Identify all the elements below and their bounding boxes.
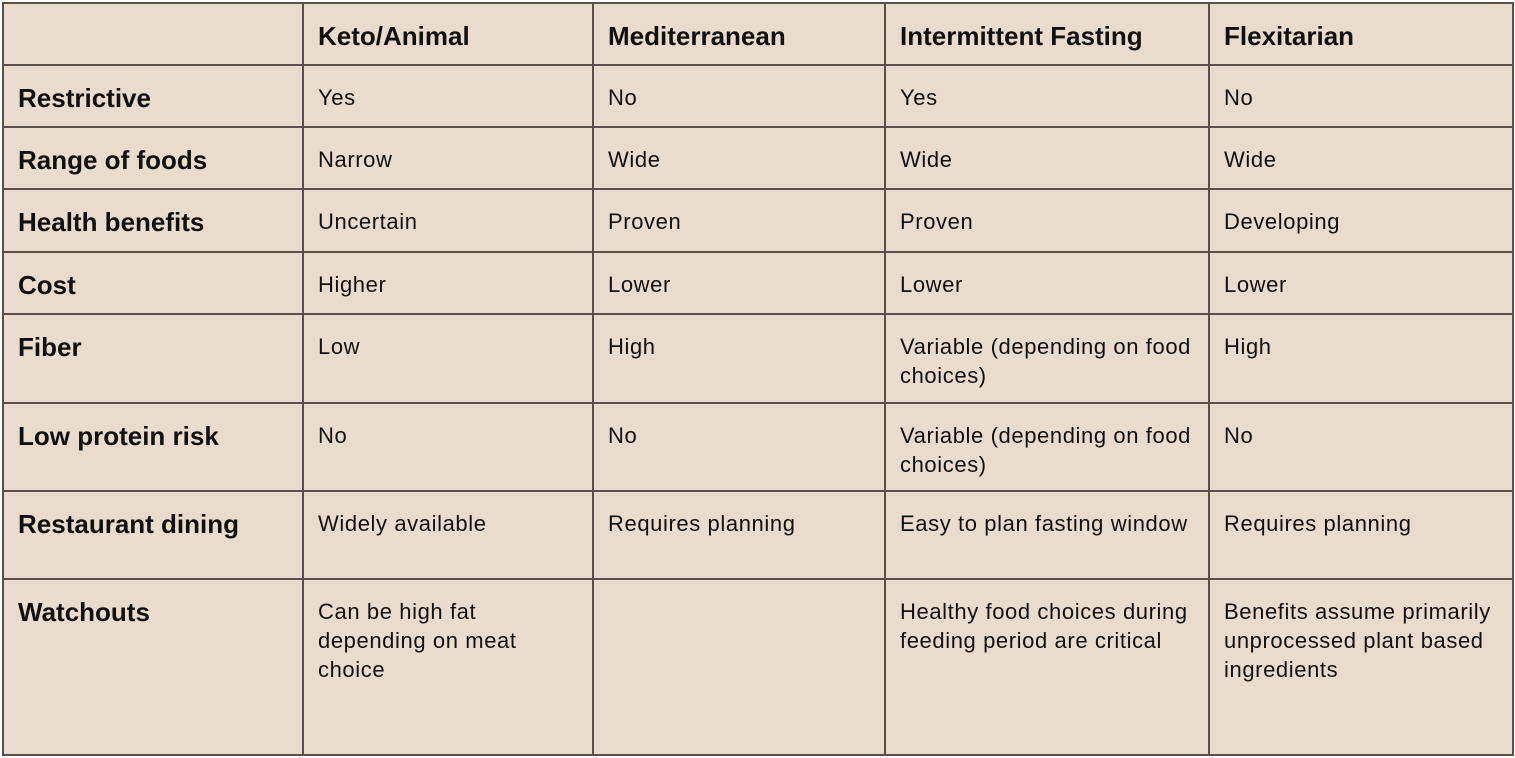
table-cell: Variable (depending on food choices) <box>884 402 1210 492</box>
table-cell: No <box>592 64 886 128</box>
table-cell: High <box>1208 313 1514 404</box>
table-row: Low protein risk No No Variable (dependi… <box>2 402 1514 492</box>
table-cell: No <box>302 402 594 492</box>
row-label-watchouts: Watchouts <box>2 578 304 756</box>
table-cell: No <box>592 402 886 492</box>
table-row: Health benefits Uncertain Proven Proven … <box>2 188 1514 253</box>
row-label-health-benefits: Health benefits <box>2 188 304 253</box>
table-cell: Requires planning <box>592 490 886 580</box>
table-cell: Easy to plan fasting window <box>884 490 1210 580</box>
table-cell: High <box>592 313 886 404</box>
table-cell: Proven <box>592 188 886 253</box>
table-cell: Benefits assume primarily unprocessed pl… <box>1208 578 1514 756</box>
table-cell: Widely available <box>302 490 594 580</box>
table-cell: Requires planning <box>1208 490 1514 580</box>
corner-cell <box>2 2 304 66</box>
row-label-restaurant-dining: Restaurant dining <box>2 490 304 580</box>
row-label-range-of-foods: Range of foods <box>2 126 304 190</box>
table-row: Restaurant dining Widely available Requi… <box>2 490 1514 580</box>
table-row: Restrictive Yes No Yes No <box>2 64 1514 128</box>
table-cell: Uncertain <box>302 188 594 253</box>
row-label-low-protein-risk: Low protein risk <box>2 402 304 492</box>
table-cell: Yes <box>302 64 594 128</box>
table-cell: Can be high fat depending on meat choice <box>302 578 594 756</box>
table-cell <box>592 578 886 756</box>
column-header-intermittent-fasting: Intermittent Fasting <box>884 2 1210 66</box>
table-cell: Higher <box>302 251 594 315</box>
table-cell: Wide <box>592 126 886 190</box>
column-header-flexitarian: Flexitarian <box>1208 2 1514 66</box>
table-cell: Variable (depending on food choices) <box>884 313 1210 404</box>
table-cell: No <box>1208 402 1514 492</box>
table-cell: Yes <box>884 64 1210 128</box>
table-cell: Narrow <box>302 126 594 190</box>
table-cell: Healthy food choices during feeding peri… <box>884 578 1210 756</box>
table-cell: Developing <box>1208 188 1514 253</box>
table-cell: No <box>1208 64 1514 128</box>
table-row: Watchouts Can be high fat depending on m… <box>2 578 1514 756</box>
table-row: Cost Higher Lower Lower Lower <box>2 251 1514 315</box>
table-cell: Lower <box>884 251 1210 315</box>
row-label-cost: Cost <box>2 251 304 315</box>
table-cell: Lower <box>1208 251 1514 315</box>
table-row: Fiber Low High Variable (depending on fo… <box>2 313 1514 404</box>
column-header-mediterranean: Mediterranean <box>592 2 886 66</box>
row-label-restrictive: Restrictive <box>2 64 304 128</box>
table-cell: Wide <box>884 126 1210 190</box>
row-label-fiber: Fiber <box>2 313 304 404</box>
table-cell: Low <box>302 313 594 404</box>
table-row: Range of foods Narrow Wide Wide Wide <box>2 126 1514 190</box>
table-cell: Proven <box>884 188 1210 253</box>
header-row: Keto/Animal Mediterranean Intermittent F… <box>2 2 1514 66</box>
table-cell: Lower <box>592 251 886 315</box>
table-cell: Wide <box>1208 126 1514 190</box>
column-header-keto-animal: Keto/Animal <box>302 2 594 66</box>
